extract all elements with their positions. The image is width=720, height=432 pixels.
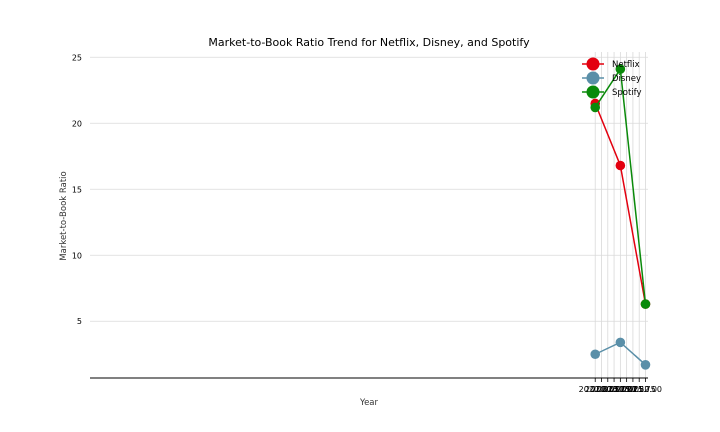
chart-title: Market-to-Book Ratio Trend for Netflix, …	[208, 36, 530, 49]
y-tick-label: 15	[72, 185, 82, 194]
x-tick-label: 2021.25	[610, 385, 643, 394]
y-ticks: 5 10 15 20 25	[72, 53, 82, 326]
legend-label-spotify: Spotify	[612, 88, 642, 98]
grid	[90, 52, 648, 378]
x-tick-label: 2021.00	[604, 385, 637, 394]
data-point-disney	[615, 337, 626, 348]
data-point-disney	[590, 349, 601, 360]
x-axis-label: Year	[359, 398, 379, 408]
legend-marker-disney	[586, 71, 600, 85]
data-point-disney	[640, 360, 651, 370]
series	[590, 64, 651, 370]
y-axis-label: Market-to-Book Ratio	[59, 171, 69, 260]
x-tick-label: 2020.25	[585, 385, 618, 394]
x-tick-label: 2021.50	[616, 385, 649, 394]
legend-marker-netflix	[586, 57, 600, 71]
x-tick-label: 2020.75	[598, 385, 631, 394]
y-tick-label: 25	[72, 53, 82, 62]
legend: Netflix Disney Spotify	[582, 57, 642, 99]
x-ticks: 2020.002020.252020.502020.752021.002021.…	[579, 378, 662, 394]
x-tick-label: 2020.50	[591, 385, 624, 394]
data-point-spotify	[590, 102, 601, 113]
legend-label-netflix: Netflix	[612, 60, 640, 70]
y-tick-label: 20	[72, 119, 82, 128]
y-tick-label: 10	[72, 251, 82, 260]
data-point-spotify	[615, 64, 626, 74]
legend-label-disney: Disney	[612, 74, 641, 84]
x-tick-label: 2021.75	[623, 385, 656, 394]
legend-marker-spotify	[586, 85, 600, 99]
x-tick-label: 2020.00	[579, 385, 612, 394]
x-tick-label: 2022.00	[629, 385, 662, 394]
data-point-spotify	[640, 299, 651, 309]
y-tick-label: 5	[77, 317, 82, 326]
data-point-netflix	[615, 160, 626, 171]
